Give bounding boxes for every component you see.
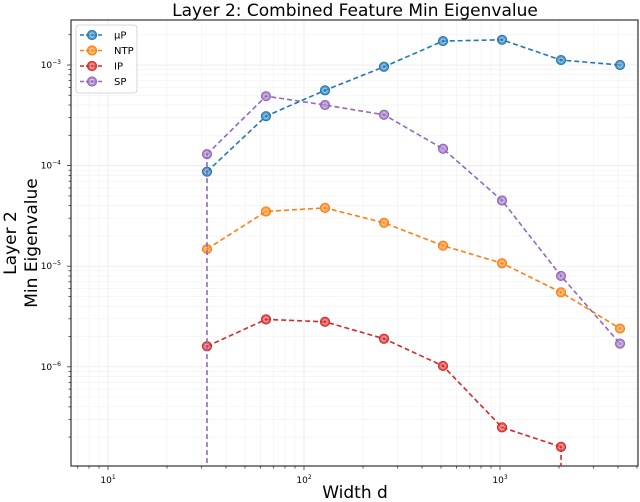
data-point-marker-inner <box>322 319 328 325</box>
data-point-marker-inner <box>89 63 95 69</box>
y-tick-label: 10−6 <box>41 361 61 373</box>
data-point-marker-inner <box>617 62 623 68</box>
legend-label: μP <box>114 31 126 42</box>
series-lines <box>201 34 626 466</box>
data-point-marker-inner <box>440 146 446 152</box>
data-point-marker-inner <box>263 208 269 215</box>
data-point-marker-inner <box>499 260 505 266</box>
data-point-marker <box>86 45 98 56</box>
legend: μP NTP IP SP <box>75 24 138 94</box>
data-point-marker <box>555 287 567 298</box>
data-point-marker <box>496 422 508 433</box>
data-point-marker <box>260 314 272 325</box>
legend-label: IP <box>114 62 123 73</box>
data-point-marker-inner <box>558 289 564 295</box>
data-point-marker <box>201 149 213 160</box>
data-point-marker <box>86 76 98 87</box>
grid <box>71 20 638 466</box>
series-sp <box>201 91 626 466</box>
x-tick-label: 103 <box>492 474 507 486</box>
legend-label: NTP <box>114 46 134 57</box>
data-point-marker-inner <box>89 32 95 38</box>
data-point-marker-inner <box>440 243 446 249</box>
data-point-marker <box>614 338 626 349</box>
data-point-marker <box>437 360 449 372</box>
y-tick-label: 10−4 <box>41 160 61 172</box>
data-point-marker-inner <box>617 325 623 332</box>
data-point-marker-inner <box>263 113 269 119</box>
series-line <box>206 207 621 330</box>
series-ip <box>201 314 567 466</box>
y-tick-label: 10−5 <box>41 260 61 272</box>
data-point-marker-inner <box>89 47 95 54</box>
data-point-marker <box>319 202 331 213</box>
data-point-marker <box>378 217 390 228</box>
data-point-marker-inner <box>381 336 387 342</box>
legend-label: SP <box>114 77 126 88</box>
data-point-marker-inner <box>263 93 269 99</box>
data-point-marker <box>378 333 390 344</box>
data-point-marker-inner <box>381 220 387 226</box>
legend-item: NTP <box>80 45 134 57</box>
y-axis-ticks: 10−3 10−4 10−5 10−6 <box>41 34 71 438</box>
data-point-marker <box>86 29 98 41</box>
data-point-marker-inner <box>499 37 505 43</box>
series-line <box>206 95 621 345</box>
x-tick-label: 102 <box>296 474 311 486</box>
x-axis-ticks: 101 102 103 <box>77 466 638 486</box>
data-point-marker <box>319 316 331 327</box>
data-point-marker <box>614 59 626 71</box>
data-point-marker-inner <box>89 78 95 85</box>
data-point-marker <box>378 61 390 72</box>
chart-title: Layer 2: Combined Feature Min Eigenvalue <box>172 1 538 21</box>
y-axis-label-line2: Min Eigenvalue <box>22 178 42 308</box>
data-point-marker <box>319 99 331 111</box>
data-point-marker <box>496 34 508 45</box>
data-point-marker-inner <box>617 341 623 347</box>
data-point-marker <box>555 441 567 452</box>
data-point-marker-inner <box>381 112 387 118</box>
data-point-marker <box>260 91 272 102</box>
series-line <box>206 39 621 173</box>
data-point-marker <box>437 35 449 47</box>
data-point-marker <box>86 60 98 72</box>
data-point-marker <box>555 54 567 66</box>
y-axis-label-line1: Layer 2 <box>1 211 21 275</box>
data-point-marker <box>555 270 567 282</box>
data-point-marker-inner <box>322 205 328 211</box>
series-ntp <box>201 202 626 334</box>
data-point-marker-inner <box>204 151 210 157</box>
legend-frame <box>75 24 138 94</box>
legend-item: μP <box>80 29 126 42</box>
data-point-marker-inner <box>263 316 269 322</box>
data-point-marker-inner <box>440 363 446 369</box>
x-tick-label: 101 <box>100 474 115 486</box>
data-point-marker <box>260 206 272 217</box>
data-point-marker <box>614 323 626 334</box>
data-point-marker <box>378 109 390 120</box>
data-point-marker <box>260 111 272 122</box>
data-point-marker-inner <box>558 57 564 63</box>
data-point-marker <box>437 240 449 251</box>
data-point-marker-inner <box>381 64 387 70</box>
data-point-marker-inner <box>322 102 328 108</box>
data-point-marker <box>319 85 331 96</box>
data-point-marker-inner <box>499 197 505 204</box>
y-tick-label: 10−3 <box>41 59 61 71</box>
data-point-marker-inner <box>322 87 328 93</box>
legend-item: IP <box>80 60 123 73</box>
x-axis-label: Width d <box>322 483 388 502</box>
plot-area-frame <box>70 19 639 467</box>
data-point-marker-inner <box>558 444 564 450</box>
data-point-marker-inner <box>440 38 446 44</box>
data-point-marker-inner <box>558 273 564 279</box>
series-p <box>201 34 626 177</box>
data-point-marker-inner <box>499 424 505 430</box>
legend-item: SP <box>80 76 126 88</box>
data-point-marker <box>496 195 508 206</box>
data-point-marker <box>437 143 449 154</box>
data-point-marker <box>496 258 508 269</box>
